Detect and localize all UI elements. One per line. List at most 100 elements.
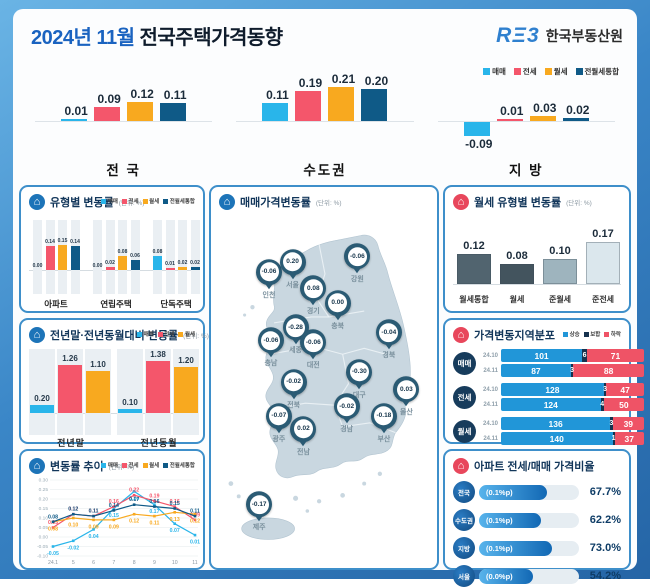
- type-category-label: 연립주택: [93, 298, 139, 310]
- svg-text:11: 11: [192, 560, 197, 566]
- svg-text:0.04: 0.04: [89, 534, 99, 540]
- legend-item: 보합: [584, 330, 601, 338]
- map-pin-tail: [254, 514, 264, 521]
- summary-bar: [94, 107, 120, 121]
- type-category-label: 단독주택: [153, 298, 199, 310]
- map-pin-value: -0.18: [374, 406, 393, 425]
- svg-text:0.15: 0.15: [109, 513, 119, 519]
- house-icon: ⌂: [453, 458, 469, 474]
- panel-rent-unit: (단위: %): [566, 197, 592, 207]
- map-pin-value: 0.20: [283, 253, 302, 272]
- title-main: 전국주택가격동향: [140, 27, 283, 49]
- legend-swatch: [483, 68, 490, 75]
- flat-segment: 1: [613, 432, 615, 445]
- yoy-bar-value: 1.10: [83, 360, 113, 369]
- rent-category-label: 준월세: [539, 294, 581, 305]
- map-pin-tail: [352, 266, 362, 273]
- panel-map: ⌂ 매매가격변동률 (단위: %): [209, 185, 439, 570]
- map-pin-tail: [288, 272, 298, 279]
- map-pin-region-label: 경남: [340, 424, 353, 434]
- map-pin-value: -0.06: [260, 262, 279, 281]
- distribution-period-label: 24.11: [480, 402, 498, 408]
- flat-segment-value: 3: [610, 417, 614, 430]
- legend-label: 매매: [144, 330, 154, 338]
- distribution-period-label: 24.11: [480, 436, 498, 442]
- flat-segment-value: 3: [570, 364, 574, 377]
- axis-baseline: [236, 121, 413, 122]
- legend-item: 전세: [122, 461, 139, 469]
- type-bar-value: 0.02: [100, 260, 120, 266]
- ratio-fill: (0.0%p): [479, 569, 533, 584]
- map-pin-tail: [289, 392, 299, 399]
- house-icon: ⌂: [453, 194, 469, 210]
- rent-bar-value: 0.10: [539, 245, 581, 257]
- flat-segment-value: 4: [600, 398, 604, 411]
- svg-text:0.17: 0.17: [129, 497, 139, 503]
- legend-label: 전세: [164, 330, 174, 338]
- yoy-category-label: 전년말: [29, 436, 113, 449]
- yoy-bar-value: 1.26: [55, 354, 85, 363]
- type-bar-value: 0.06: [125, 253, 145, 259]
- map-pin-value: 0.00: [328, 294, 347, 313]
- house-icon: ⌂: [29, 327, 45, 343]
- ratio-chart: 전국(0.1%p)67.7%수도권(0.1%p)62.2%지방(0.1%p)73…: [453, 481, 621, 587]
- reb-logo-mark: RΞ3: [496, 24, 540, 48]
- summary-bar-value: 0.11: [255, 88, 299, 102]
- svg-text:0.22: 0.22: [129, 488, 139, 494]
- panel-map-header: ⌂ 매매가격변동률 (단위: %): [219, 194, 429, 210]
- up-segment: 101: [501, 349, 582, 362]
- svg-text:0.05: 0.05: [39, 525, 49, 531]
- rent-bar: [543, 259, 577, 284]
- map-pin-region-label: 대전: [307, 360, 320, 370]
- svg-text:0.17: 0.17: [149, 509, 159, 515]
- down-segment: 47: [606, 383, 644, 396]
- summary-bar-value: 0.01: [54, 104, 98, 118]
- panel-rent-title: 월세 유형별 변동률: [474, 194, 561, 210]
- map-pin-tail: [379, 426, 389, 433]
- map-pin-tail: [401, 399, 411, 406]
- summary-bar: [361, 89, 387, 121]
- ratio-row: 수도권(0.1%p)62.2%: [453, 509, 621, 531]
- svg-text:24.1: 24.1: [48, 560, 58, 566]
- type-bar-value: 0.08: [148, 249, 168, 255]
- svg-text:0.10: 0.10: [39, 516, 49, 522]
- house-icon: ⌂: [29, 458, 45, 474]
- summary-bar: [530, 116, 556, 121]
- yoy-bar: [174, 367, 198, 413]
- legend-label: 하락: [611, 330, 621, 338]
- type-category-label: 아파트: [33, 298, 79, 310]
- rent-category-label: 준전세: [582, 294, 624, 305]
- legend-label: 전월세통합: [170, 197, 195, 205]
- type-bar: [58, 245, 67, 271]
- svg-text:0.30: 0.30: [39, 478, 49, 484]
- legend-swatch: [576, 68, 583, 75]
- yoy-bar: [58, 365, 82, 413]
- ratio-track: (0.1%p): [479, 485, 579, 500]
- legend-item: 매매: [137, 330, 154, 338]
- map-pin-value: 0.02: [294, 419, 313, 438]
- legend-item: 월세: [143, 461, 160, 469]
- svg-text:0.08: 0.08: [48, 526, 58, 532]
- distribution-group-badge: 전세: [453, 386, 476, 409]
- type-bar: [191, 267, 200, 270]
- map-pin-tail: [354, 382, 364, 389]
- svg-text:0.00: 0.00: [39, 535, 49, 541]
- panel-ratio: ⌂ 아파트 전세/매매 가격비율 전국(0.1%p)67.7%수도권(0.1%p…: [443, 449, 631, 570]
- legend-swatch: [563, 332, 568, 337]
- legend-label: 전세: [128, 197, 138, 205]
